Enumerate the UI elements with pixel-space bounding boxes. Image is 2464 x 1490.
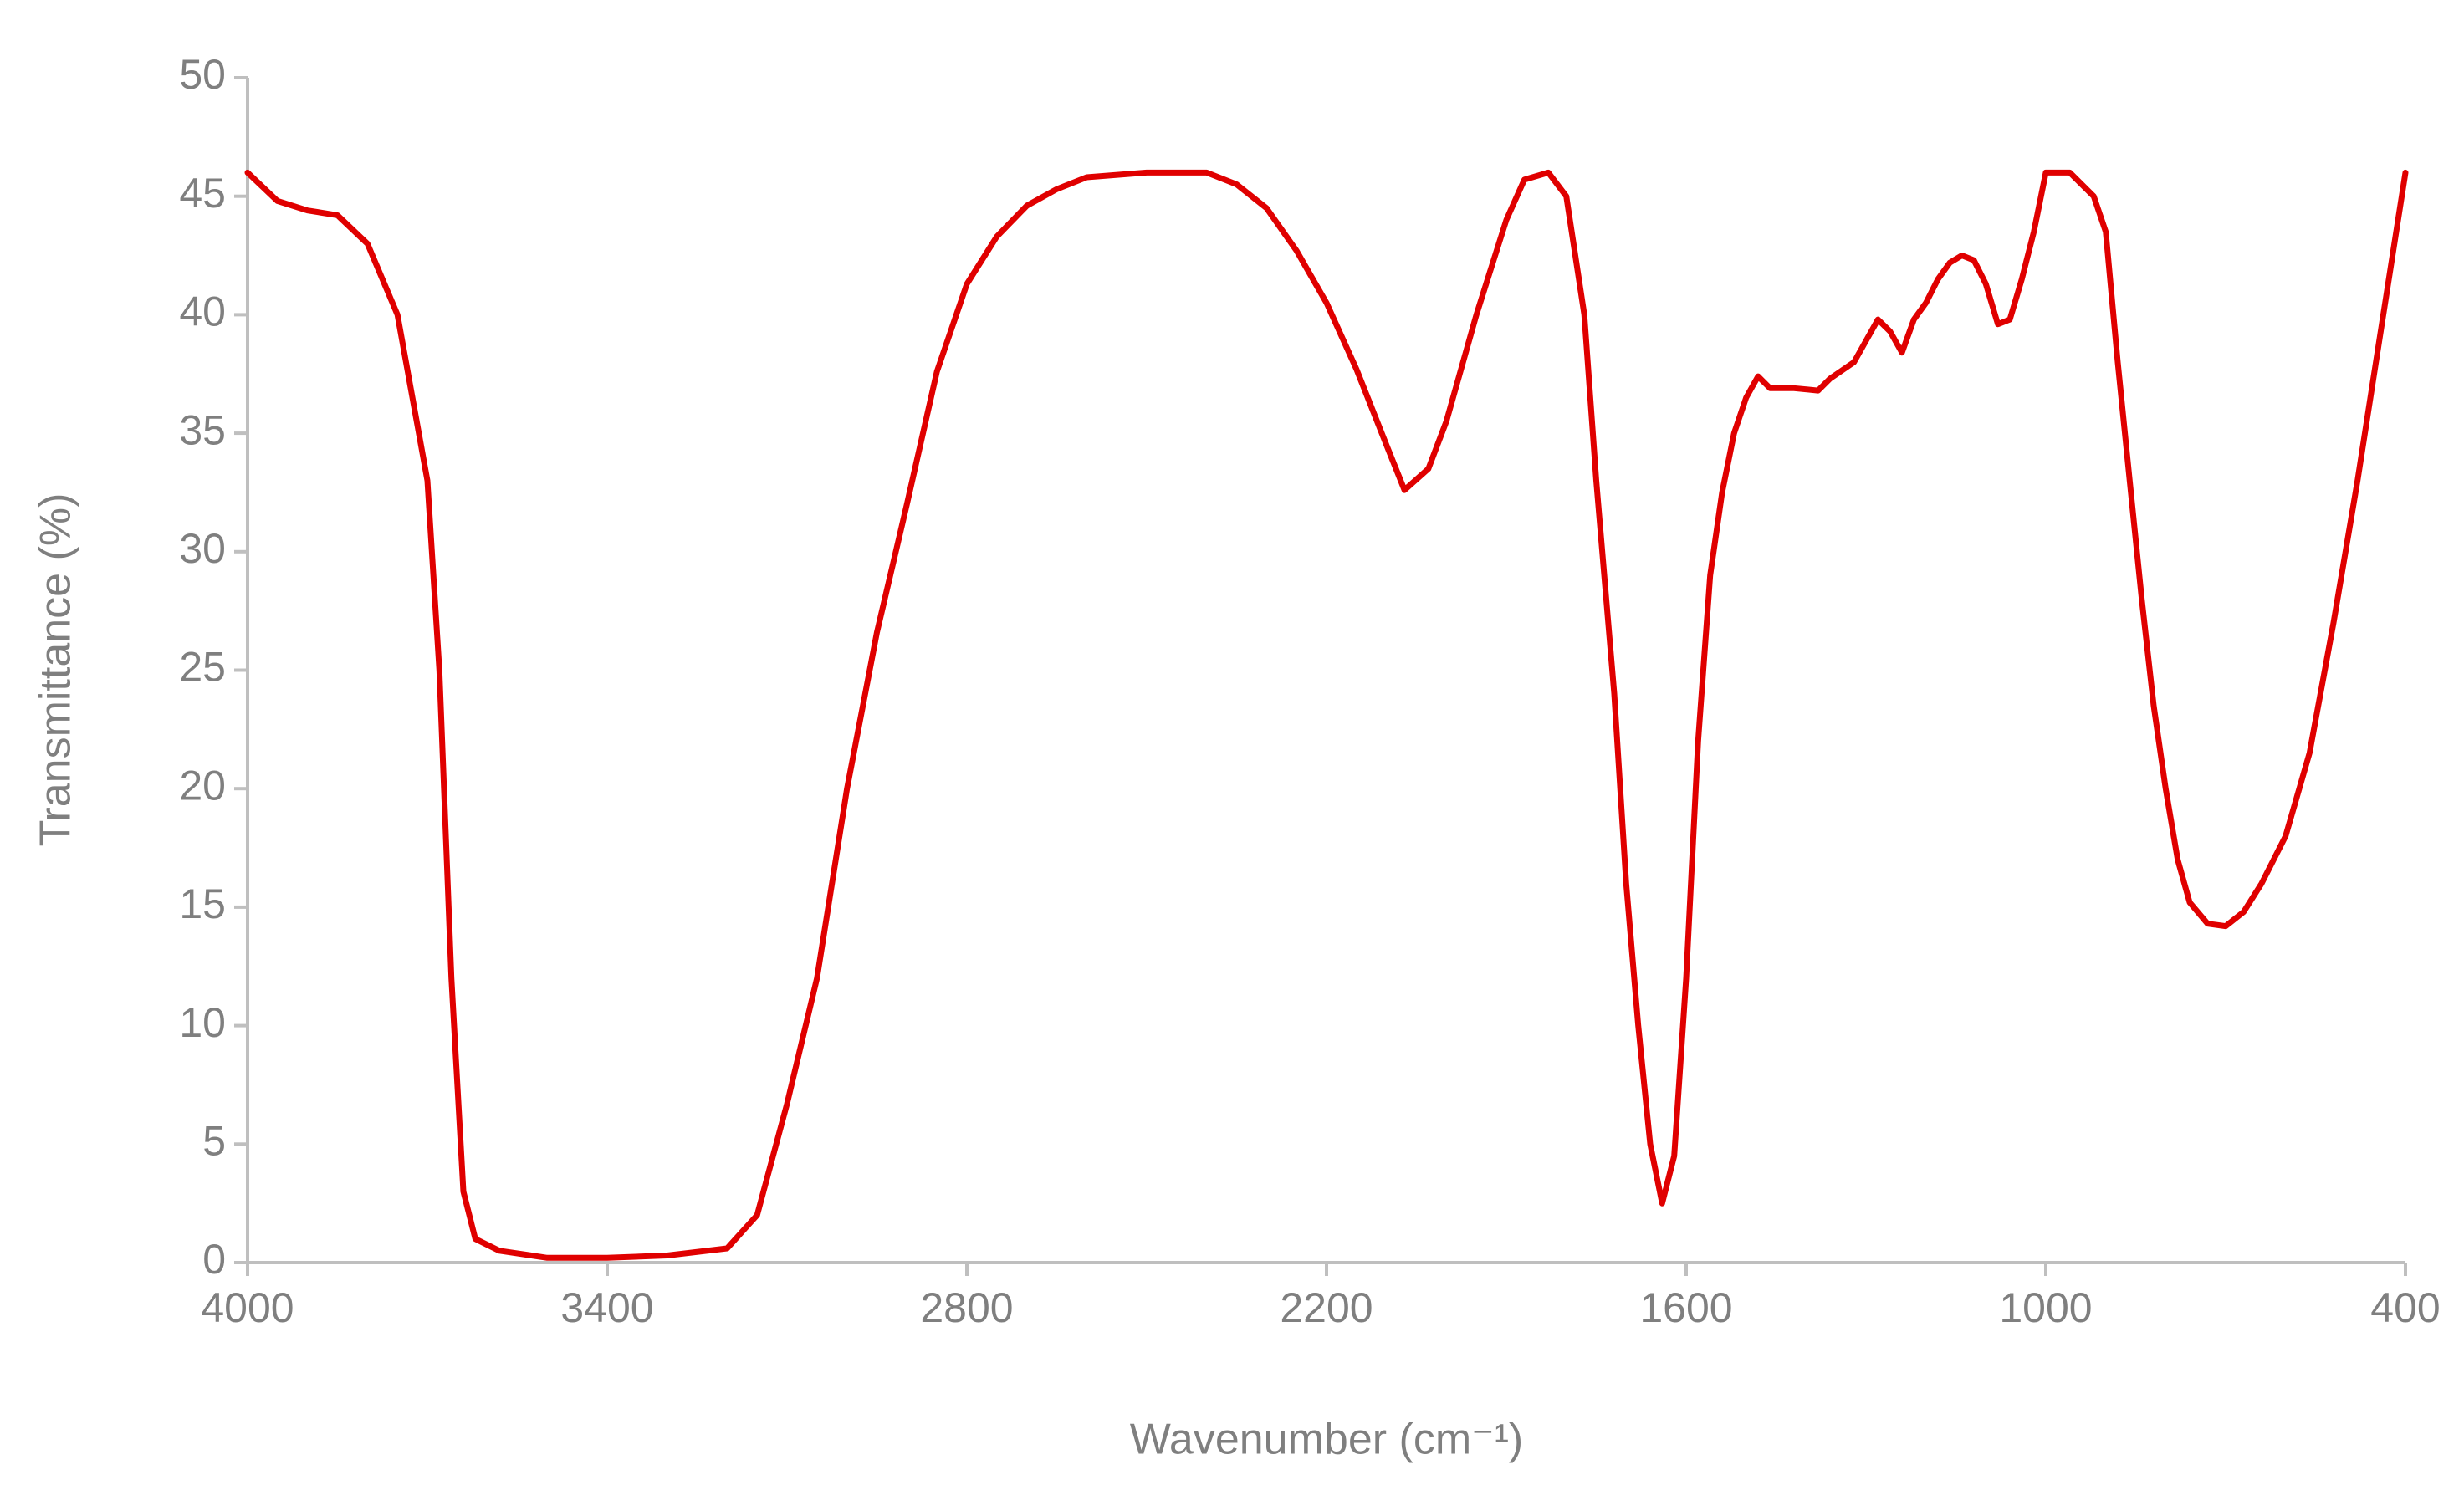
y-tick-label: 5 (202, 1118, 226, 1165)
x-tick-label: 400 (2370, 1284, 2440, 1331)
y-tick-label: 20 (179, 762, 226, 809)
y-axis-title: Transmittance (%) (32, 493, 80, 847)
y-tick-label: 0 (202, 1236, 226, 1283)
y-tick-label: 25 (179, 644, 226, 691)
x-tick-label: 4000 (201, 1284, 294, 1331)
y-tick-label: 40 (179, 288, 226, 335)
x-tick-label: 3400 (560, 1284, 653, 1331)
y-tick-label: 10 (179, 999, 226, 1046)
x-tick-label: 2200 (1280, 1284, 1373, 1331)
spectrum-line (244, 169, 2409, 1261)
y-tick-label: 45 (179, 170, 226, 217)
x-tick-label: 1000 (1999, 1284, 2092, 1331)
x-axis-title: Wavenumber (cm⁻¹) (1130, 1416, 1523, 1464)
y-tick-label: 15 (179, 880, 226, 927)
y-tick-label: 50 (179, 51, 226, 98)
y-tick-label: 30 (179, 525, 226, 572)
y-tick-label: 35 (179, 406, 226, 453)
x-tick-label: 2800 (920, 1284, 1013, 1331)
x-tick-label: 1600 (1639, 1284, 1732, 1331)
